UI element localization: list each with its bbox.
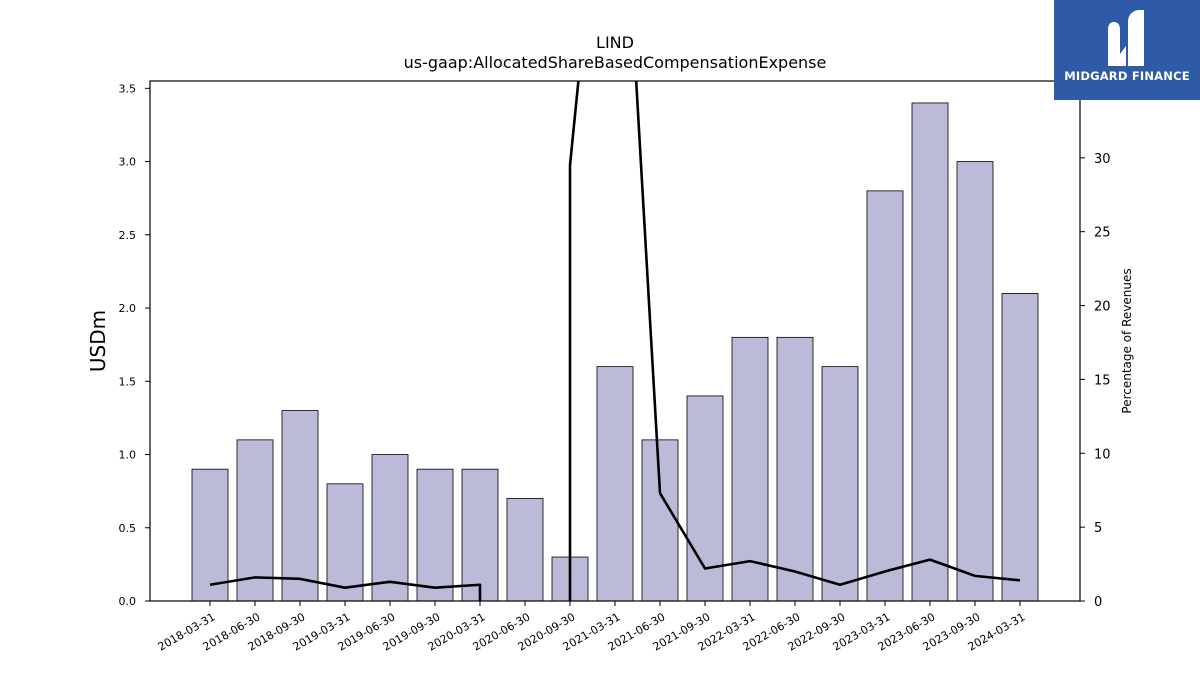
y-tick-label-left: 1.5 [119, 375, 137, 388]
y-tick-label-right: 15 [1094, 373, 1111, 388]
y-tick-label-left: 2.5 [119, 229, 137, 242]
y-axis-label-left: USDm [86, 310, 110, 372]
y-axis-label-right: Percentage of Revenues [1120, 268, 1134, 413]
bar-2023-06-30 [911, 102, 949, 602]
y-tick-label-left: 2.0 [119, 302, 137, 315]
chart-subtitle: us-gaap:AllocatedShareBasedCompensationE… [404, 53, 827, 72]
logo: MIDGARD FINANCE [1054, 0, 1200, 100]
y-tick-label-right: 30 [1094, 152, 1111, 167]
bar-2018-03-31 [191, 468, 229, 602]
bar-2020-03-31 [461, 468, 499, 602]
bar-2021-03-31 [596, 366, 634, 602]
bar-2019-09-30 [416, 468, 454, 602]
logo-mark-icon [1108, 10, 1144, 66]
bar-2022-06-30 [776, 336, 814, 602]
line-series-segment-0 [209, 576, 482, 601]
line-series-segment-1 [568, 81, 1021, 601]
chart-title: LIND [596, 33, 634, 52]
y-tick-label-right: 25 [1094, 226, 1111, 241]
y-tick-label-left: 3.0 [119, 156, 137, 169]
bars-group [191, 102, 1039, 602]
bar-2021-09-30 [686, 395, 724, 602]
bar-2022-09-30 [821, 366, 859, 602]
line-group [209, 81, 1021, 601]
bar-2023-09-30 [956, 161, 994, 602]
y-tick-label-right: 0 [1094, 595, 1102, 610]
y-tick-label-left: 0.0 [119, 595, 137, 608]
bar-2018-09-30 [281, 410, 319, 602]
logo-text: MIDGARD FINANCE [1064, 69, 1190, 83]
bar-2018-06-30 [236, 439, 274, 602]
y-axis-left: 0.0 0.5 1.0 1.5 2.0 2.5 3.0 3.5 [119, 82, 150, 608]
y-tick-label-right: 20 [1094, 300, 1111, 315]
y-tick-label-left: 1.0 [119, 449, 137, 462]
bar-2019-03-31 [326, 483, 364, 602]
y-axis-right: 0 5 10 15 20 25 30 [1080, 152, 1111, 610]
y-tick-label-left: 0.5 [119, 522, 137, 535]
bar-2021-06-30 [641, 439, 679, 602]
y-tick-label-right: 10 [1094, 447, 1111, 462]
y-tick-label-right: 5 [1094, 521, 1102, 536]
y-tick-label-left: 3.5 [119, 82, 137, 95]
bar-2022-03-31 [731, 336, 769, 602]
bar-2019-06-30 [371, 454, 409, 602]
x-axis: 2018-03-312018-06-302018-09-302019-03-31… [156, 601, 1028, 654]
bar-2024-03-31 [1001, 292, 1039, 602]
bar-2020-06-30 [506, 498, 544, 602]
bar-2023-03-31 [866, 190, 904, 602]
